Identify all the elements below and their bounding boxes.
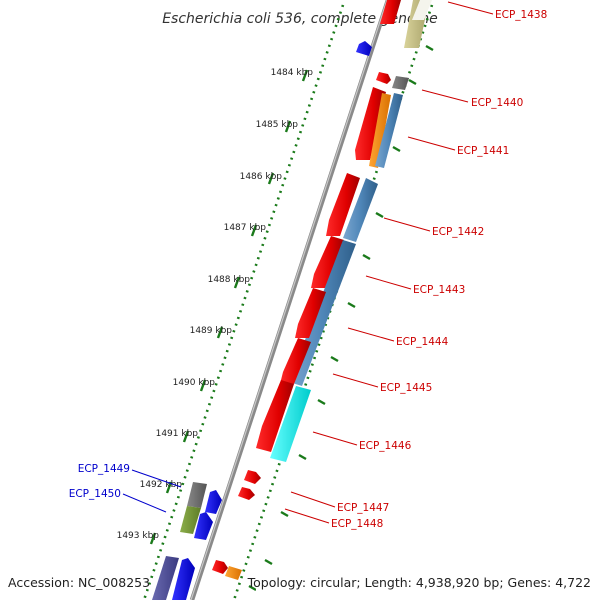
gene-feature-red-small[interactable]	[238, 487, 255, 500]
gene-feature-red[interactable]	[280, 338, 311, 384]
kbp-label: 1493 kbp	[117, 531, 160, 541]
gene-label-ecp-1445[interactable]: ECP_1445	[380, 382, 432, 394]
gene-feature-red[interactable]	[380, 0, 401, 24]
genome-backbone	[189, 0, 391, 600]
gene-feature-red[interactable]	[326, 173, 360, 236]
label-leader-lines-left	[122, 469, 182, 513]
kbp-label: 1492 kbp	[140, 480, 183, 490]
gene-label-ecp-1440[interactable]: ECP_1440	[471, 97, 523, 109]
genome-backbone-highlight	[190, 0, 388, 600]
gene-feature-gray[interactable]	[187, 482, 207, 508]
gene-feature-red[interactable]	[295, 288, 326, 338]
gene-label-ecp-1441[interactable]: ECP_1441	[457, 145, 509, 157]
kbp-label: 1487 kbp	[224, 223, 267, 233]
gene-feature-red-small[interactable]	[212, 560, 228, 574]
gene-label-ecp-1446[interactable]: ECP_1446	[359, 440, 412, 452]
kbp-label: 1485 kbp	[256, 120, 299, 130]
gene-feature-steelblue[interactable]	[375, 93, 403, 168]
gene-feature-cyan[interactable]	[270, 386, 311, 462]
kbp-label: 1490 kbp	[173, 378, 216, 388]
gene-label-ecp-1438[interactable]: ECP_1438	[495, 9, 547, 21]
kbp-label: 1486 kbp	[240, 172, 283, 182]
gene-feature-gray-small[interactable]	[392, 76, 409, 90]
gene-label-ecp-1450[interactable]: ECP_1450	[69, 488, 121, 500]
gene-feature-white[interactable]	[412, 0, 432, 20]
gene-feature-blue[interactable]	[194, 512, 213, 540]
kbp-label: 1491 kbp	[156, 429, 199, 439]
footer-topology-bg	[256, 572, 596, 594]
footer-accession-bg	[4, 572, 146, 594]
gene-feature-red[interactable]	[355, 87, 386, 160]
kbp-label: 1489 kbp	[190, 326, 233, 336]
kbp-tick-marks	[149, 69, 309, 545]
accession-text: Accession: NC_008253	[8, 575, 150, 590]
gene-feature-blue[interactable]	[172, 558, 195, 600]
label-leader-lines-right	[284, 1, 494, 524]
gene-feature-orange[interactable]	[369, 93, 391, 168]
gene-label-ecp-1442[interactable]: ECP_1442	[432, 226, 484, 238]
gene-feature-orange-small[interactable]	[225, 566, 242, 580]
topology-text: Topology: circular; Length: 4,938,920 bp…	[247, 575, 591, 590]
kbp-label: 1484 kbp	[271, 68, 314, 78]
gene-label-ecp-1443[interactable]: ECP_1443	[413, 284, 465, 296]
right-tick-marks	[248, 44, 434, 592]
gene-feature-red-small[interactable]	[376, 72, 391, 84]
gene-feature-purple[interactable]	[152, 556, 179, 600]
gene-label-ecp-1444[interactable]: ECP_1444	[396, 336, 449, 348]
gene-feature-olive[interactable]	[180, 506, 201, 534]
gene-feature-red[interactable]	[256, 380, 294, 452]
gene-feature-red-small[interactable]	[244, 470, 261, 484]
kbp-label: 1488 kbp	[208, 275, 251, 285]
gene-label-ecp-1448[interactable]: ECP_1448	[331, 518, 383, 530]
gene-feature-steelblue-long[interactable]	[343, 178, 378, 242]
gene-label-ecp-1449[interactable]: ECP_1449	[78, 463, 130, 475]
gene-feature-blue[interactable]	[205, 490, 222, 514]
gene-feature-blue-small[interactable]	[356, 41, 372, 56]
gene-label-ecp-1447[interactable]: ECP_1447	[337, 502, 389, 514]
gene-feature-red[interactable]	[311, 236, 344, 288]
map-title: Escherichia coli 536, complete genome	[162, 11, 438, 27]
